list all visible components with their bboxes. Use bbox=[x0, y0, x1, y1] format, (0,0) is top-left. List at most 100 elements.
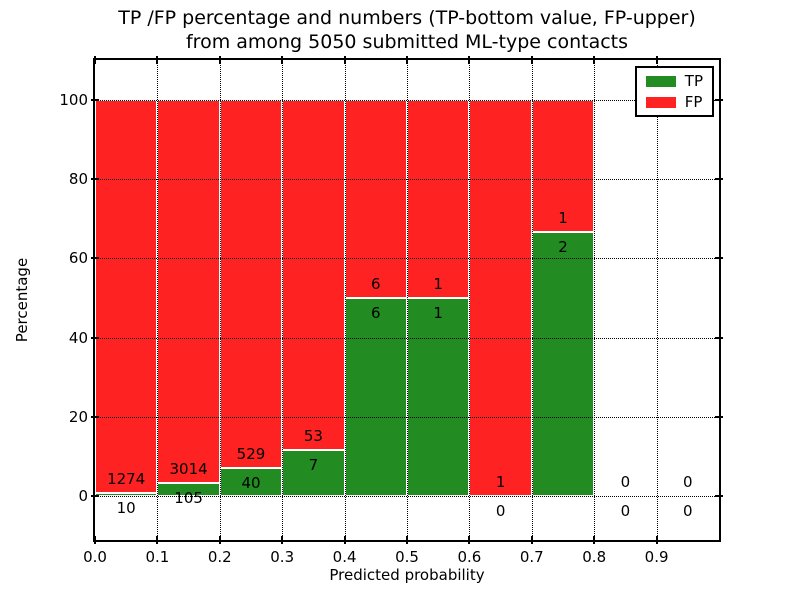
legend-item-fp: FP bbox=[645, 93, 703, 111]
x-tick-mark-top bbox=[530, 56, 533, 64]
y-tick-label: 60 bbox=[68, 249, 88, 268]
x-tick-mark-top bbox=[655, 56, 658, 64]
tp-count-label: 2 bbox=[558, 237, 568, 256]
chart-title-line2: from among 5050 submitted ML-type contac… bbox=[185, 31, 629, 53]
x-tick-label: 0.4 bbox=[332, 548, 357, 566]
x-tick-label: 0.5 bbox=[395, 548, 419, 566]
x-tick-label: 0.1 bbox=[145, 548, 170, 566]
x-tick-mark-bottom bbox=[281, 536, 284, 544]
tp-count-label: 40 bbox=[241, 474, 261, 493]
bar-fp-segment bbox=[157, 99, 220, 483]
x-tick-mark-top bbox=[468, 56, 471, 64]
legend: TP FP bbox=[634, 66, 714, 117]
x-tick-mark-bottom bbox=[94, 536, 96, 544]
x-tick-mark-bottom bbox=[218, 536, 221, 544]
x-tick-mark-top bbox=[343, 56, 346, 64]
x-tick-mark-top bbox=[94, 56, 96, 64]
tp-count-label: 105 bbox=[174, 489, 203, 507]
x-tick-mark-top bbox=[156, 56, 159, 64]
x-tick-mark-bottom bbox=[468, 536, 471, 544]
tp-count-label: 10 bbox=[116, 499, 136, 518]
y-tick-mark-left bbox=[91, 178, 99, 180]
fp-legend-label: FP bbox=[684, 93, 703, 111]
x-tick-mark-top bbox=[281, 56, 284, 64]
fp-count-label: 1274 bbox=[107, 470, 146, 489]
bar-tp-segment bbox=[344, 298, 407, 497]
v-gridline bbox=[531, 60, 533, 540]
v-gridline bbox=[157, 60, 159, 540]
v-gridline bbox=[219, 60, 221, 540]
y-tick-mark-left bbox=[91, 416, 99, 419]
tp-count-label: 7 bbox=[308, 456, 319, 475]
x-tick-mark-top bbox=[406, 56, 408, 64]
x-tick-label: 0.0 bbox=[83, 548, 107, 566]
y-tick-mark-right bbox=[715, 178, 723, 180]
chart-title-line1: TP /FP percentage and numbers (TP-bottom… bbox=[118, 7, 696, 29]
y-tick-mark-left bbox=[91, 495, 99, 498]
x-tick-label: 0.6 bbox=[457, 548, 482, 566]
x-tick-label: 0.9 bbox=[644, 548, 669, 566]
x-tick-label: 0.8 bbox=[582, 548, 607, 566]
y-tick-mark-right bbox=[715, 98, 723, 101]
fp-count-label: 6 bbox=[371, 275, 381, 294]
v-gridline bbox=[407, 60, 408, 540]
tp-count-label: 0 bbox=[620, 502, 631, 521]
fp-count-label: 53 bbox=[303, 427, 323, 446]
tp-legend-swatch bbox=[645, 75, 676, 87]
tp-legend-label: TP bbox=[684, 72, 703, 90]
y-tick-mark-right bbox=[715, 495, 723, 498]
bar-fp-segment bbox=[95, 99, 158, 494]
v-gridline bbox=[344, 60, 346, 540]
bar-fp-segment bbox=[407, 99, 470, 298]
tp-count-label: 0 bbox=[495, 502, 506, 521]
tp-count-label: 6 bbox=[371, 304, 381, 323]
fp-count-label: 0 bbox=[683, 473, 693, 492]
tp-count-label: 0 bbox=[683, 502, 693, 521]
x-tick-mark-bottom bbox=[156, 536, 159, 544]
fp-count-label: 0 bbox=[620, 473, 631, 492]
v-gridline bbox=[594, 60, 596, 540]
y-axis-label: Percentage bbox=[13, 257, 31, 343]
x-tick-mark-top bbox=[218, 56, 221, 64]
y-tick-label: 0 bbox=[78, 487, 88, 506]
fp-count-label: 1 bbox=[558, 208, 568, 227]
fp-legend-swatch bbox=[645, 96, 676, 108]
v-gridline bbox=[656, 60, 658, 540]
y-tick-mark-left bbox=[91, 336, 99, 339]
bar-fp-segment bbox=[219, 99, 283, 469]
bar-tp-segment bbox=[407, 298, 470, 497]
x-tick-mark-bottom bbox=[593, 536, 596, 544]
x-tick-label: 0.2 bbox=[207, 548, 232, 566]
fp-count-label: 1 bbox=[433, 275, 443, 294]
x-tick-label: 0.3 bbox=[270, 548, 295, 566]
bar-tp-segment bbox=[95, 493, 158, 497]
y-tick-mark-right bbox=[715, 416, 723, 419]
y-tick-mark-left bbox=[91, 257, 99, 260]
v-gridline bbox=[282, 60, 284, 540]
bar-tp-segment bbox=[531, 231, 595, 497]
y-tick-label: 80 bbox=[68, 170, 88, 188]
bar-tp-segment bbox=[282, 450, 345, 497]
x-tick-mark-top bbox=[593, 56, 596, 64]
bar-fp-segment bbox=[282, 99, 345, 451]
x-tick-label: 0.7 bbox=[519, 548, 544, 566]
y-tick-mark-right bbox=[715, 257, 723, 260]
bar-tp-segment bbox=[219, 468, 283, 497]
y-tick-mark-right bbox=[715, 336, 723, 339]
legend-item-tp: TP bbox=[645, 72, 703, 90]
x-tick-mark-bottom bbox=[406, 536, 408, 544]
y-tick-mark-left bbox=[91, 98, 99, 101]
x-tick-mark-bottom bbox=[343, 536, 346, 544]
x-tick-mark-bottom bbox=[655, 536, 658, 544]
fp-count-label: 3014 bbox=[169, 460, 208, 478]
tp-count-label: 1 bbox=[433, 304, 443, 323]
plot-area: TP FP 1274 10 3014 105 529 40 53 7 6 6 1 1 1 0 1 2 0 0 0 0 bbox=[91, 56, 723, 544]
fp-count-label: 529 bbox=[236, 445, 266, 464]
y-tick-label: 20 bbox=[68, 408, 88, 427]
v-gridline bbox=[469, 60, 471, 540]
bar-fp-segment bbox=[344, 99, 407, 298]
y-tick-label: 40 bbox=[68, 328, 88, 347]
bar-fp-segment bbox=[469, 99, 532, 497]
x-tick-mark-bottom bbox=[530, 536, 533, 544]
